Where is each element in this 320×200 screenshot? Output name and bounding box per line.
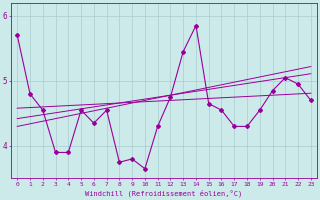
- X-axis label: Windchill (Refroidissement éolien,°C): Windchill (Refroidissement éolien,°C): [85, 190, 243, 197]
